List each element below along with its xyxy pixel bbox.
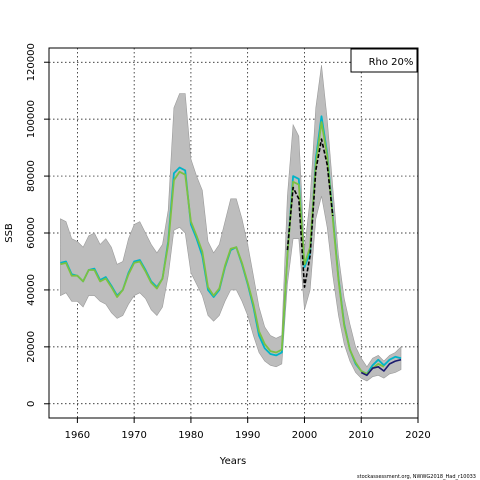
- confidence-band: [60, 65, 402, 382]
- y-axis-title: SSB: [4, 223, 15, 243]
- legend-box: [350, 48, 418, 73]
- x-tick-label: 2010: [349, 430, 374, 441]
- x-tick-label: 2000: [292, 430, 317, 441]
- x-axis: 1960 1970 1980 1990 2000 2010 2020: [65, 418, 431, 441]
- x-tick-label: 1970: [121, 430, 146, 441]
- series-lines: [60, 115, 402, 377]
- x-axis-title: Years: [219, 456, 246, 467]
- y-tick-label: 0: [26, 401, 37, 407]
- y-tick-label: 120000: [26, 43, 37, 81]
- series-line-3: [286, 138, 334, 288]
- x-tick-label: 1990: [235, 430, 260, 441]
- legend-text: Rho 20%: [369, 57, 414, 68]
- y-tick-label: 20000: [26, 331, 37, 363]
- y-axis: 0 20000 40000 60000 80000 100000 120000: [26, 43, 49, 407]
- y-tick-label: 40000: [26, 274, 37, 306]
- y-tick-label: 60000: [26, 217, 37, 249]
- y-tick-label: 100000: [26, 100, 37, 138]
- y-tick-label: 80000: [26, 160, 37, 192]
- legend: Rho 20%: [350, 48, 418, 73]
- x-tick-label: 2020: [405, 430, 430, 441]
- series-line-2: [360, 358, 402, 377]
- band-area: [60, 65, 402, 382]
- credit-text: stockassessment.org, NWWG2018_Had_r10033: [357, 474, 476, 480]
- x-tick-label: 1960: [65, 430, 90, 441]
- x-tick-label: 1980: [178, 430, 203, 441]
